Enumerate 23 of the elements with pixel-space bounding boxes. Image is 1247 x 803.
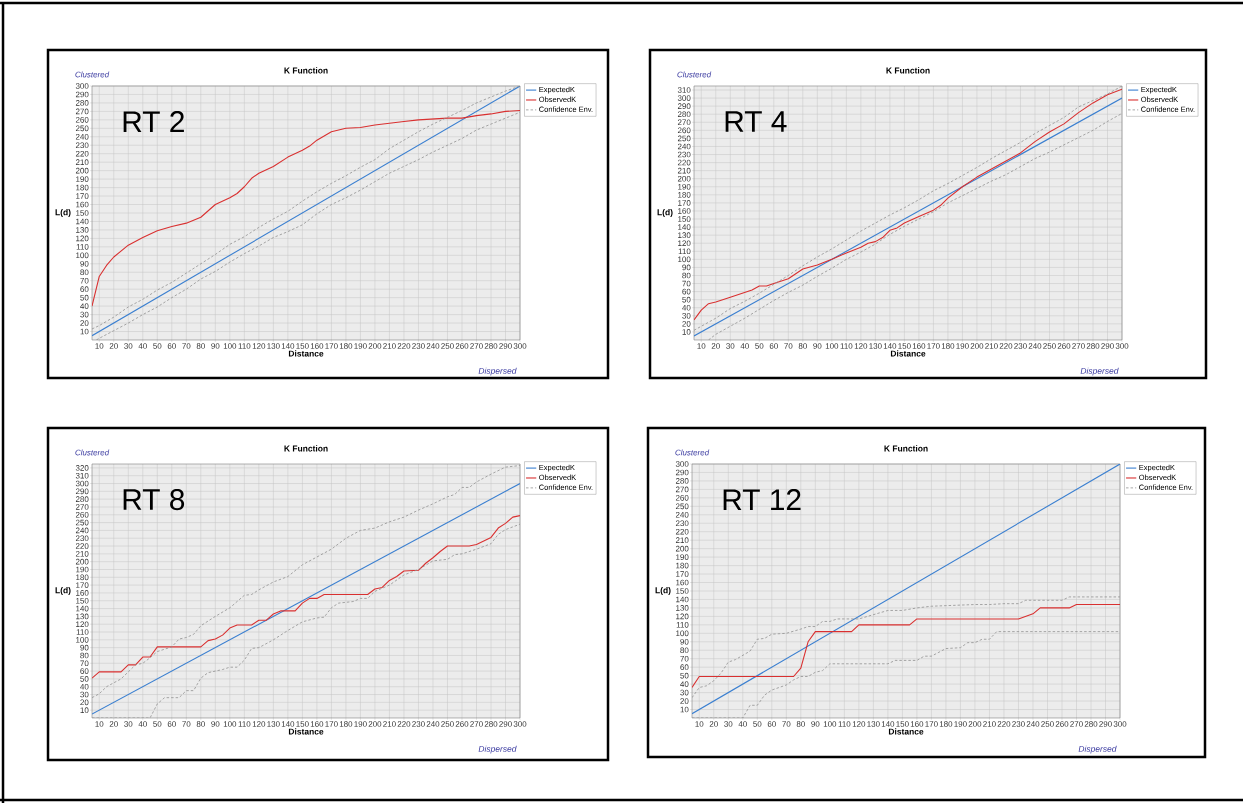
annotation: RT 4 bbox=[725, 111, 787, 132]
annotation: RT 8 bbox=[123, 488, 185, 511]
chart-title: K Function bbox=[886, 67, 930, 74]
y-axis-title: L(d) bbox=[55, 587, 71, 595]
line-series bbox=[692, 603, 1121, 689]
x-axis-title: Distance bbox=[890, 350, 926, 357]
annotation: RT 12 bbox=[723, 489, 801, 510]
chart-title: K Function bbox=[284, 445, 328, 452]
text: Dispersed bbox=[1080, 367, 1119, 376]
line-series bbox=[692, 631, 1121, 718]
annotation: RT 2 bbox=[123, 111, 184, 132]
y-axis-title: L(d) bbox=[55, 209, 71, 217]
x-axis-title: Distance bbox=[288, 728, 324, 735]
line-series bbox=[92, 515, 521, 679]
chart-title: K Function bbox=[884, 445, 928, 452]
x-axis-title: Distance bbox=[288, 350, 324, 357]
text: Dispersed bbox=[478, 745, 517, 754]
text: Dispersed bbox=[478, 367, 517, 376]
chart-title: K Function bbox=[284, 67, 328, 74]
x-axis-title: Distance bbox=[888, 728, 924, 735]
text: Dispersed bbox=[1078, 745, 1117, 754]
y-axis-title: L(d) bbox=[655, 587, 671, 595]
y-axis-title: L(d) bbox=[657, 209, 673, 217]
